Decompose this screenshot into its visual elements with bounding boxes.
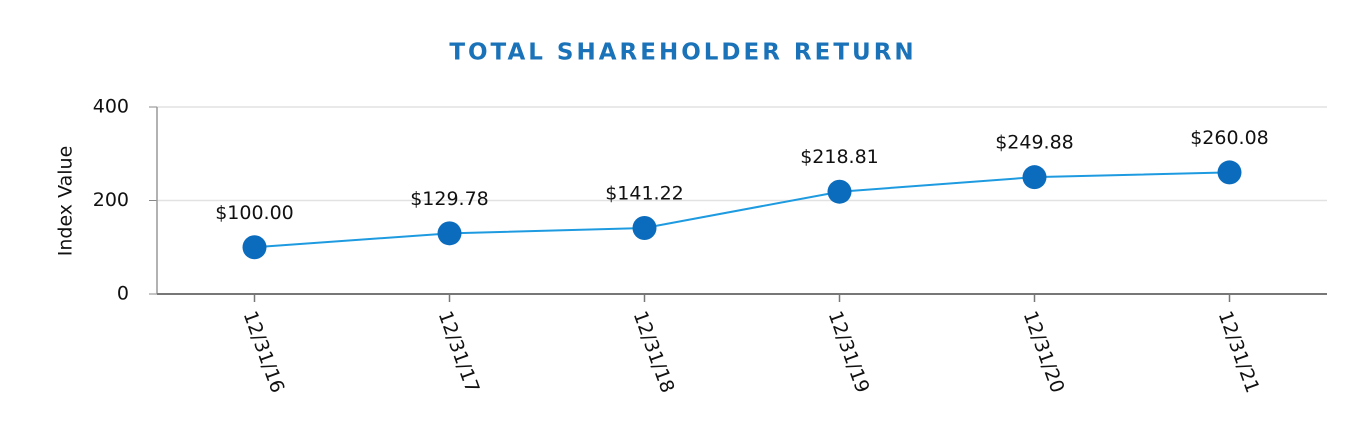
marker [632,215,657,240]
data-label: $249.88 [995,132,1074,154]
x-tick-label: 12/31/18 [629,308,679,396]
x-tick-label: 12/31/16 [239,308,289,396]
data-label: $129.78 [410,188,489,210]
marker [242,235,267,260]
x-tick-label: 12/31/17 [434,308,484,396]
x-tick-label: 12/31/20 [1019,308,1069,396]
chart-title: TOTAL SHAREHOLDER RETURN [449,40,916,66]
line [254,171,1230,249]
marker [827,179,852,204]
marker [1217,160,1242,185]
y-tick-label: 0 [117,283,129,305]
y-tick-label: 200 [93,189,129,211]
marker [1022,165,1047,190]
marker [437,221,462,246]
data-label: $260.08 [1190,127,1269,149]
data-label: $218.81 [800,146,879,168]
y-axis-label: Index Value [55,146,77,257]
x-tick-label: 12/31/19 [824,308,874,396]
x-tick-label: 12/31/21 [1214,308,1264,396]
y-tick-label: 400 [93,96,129,118]
data-label: $141.22 [605,182,684,204]
data-label: $100.00 [215,202,294,224]
